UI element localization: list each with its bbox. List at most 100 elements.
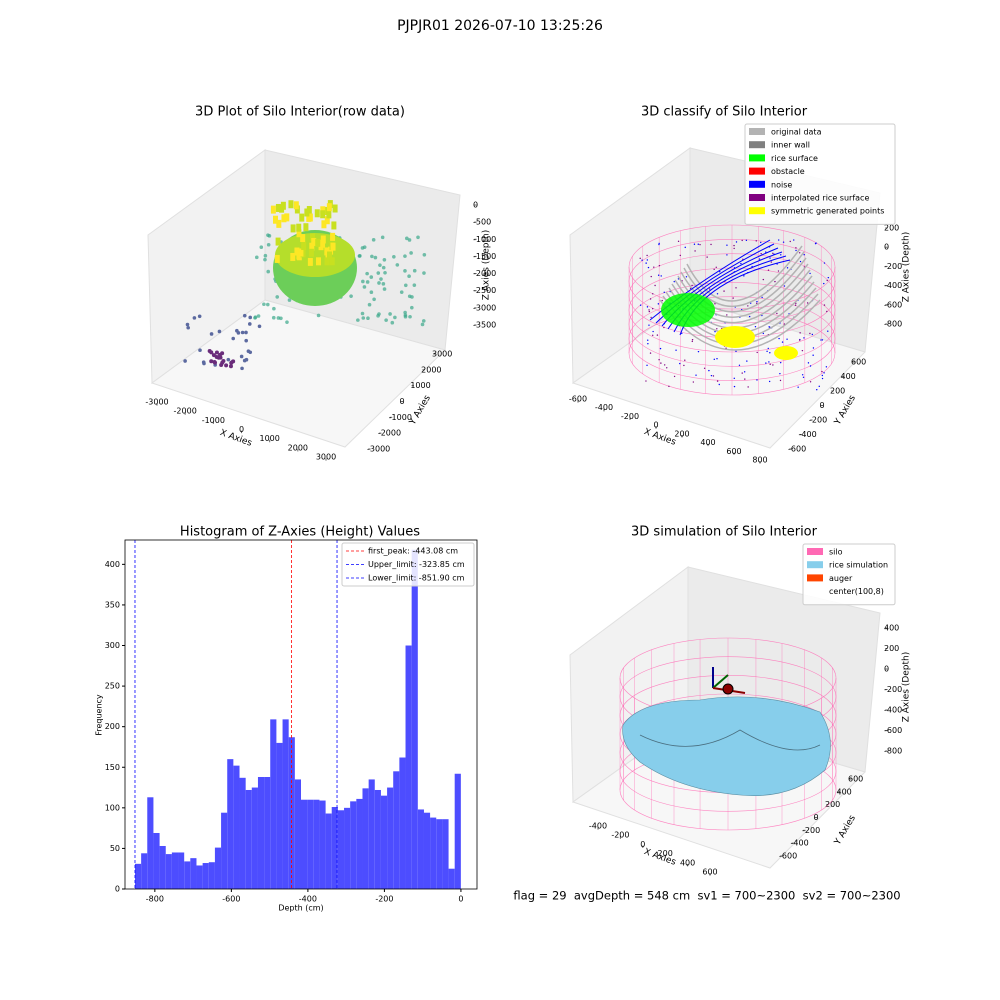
point xyxy=(403,283,408,288)
point xyxy=(733,247,735,250)
point xyxy=(733,377,735,380)
legend-label: silo xyxy=(829,548,843,557)
point xyxy=(246,349,251,354)
point xyxy=(798,252,801,254)
point xyxy=(275,203,281,212)
bar xyxy=(134,863,142,889)
point xyxy=(762,332,765,335)
point xyxy=(823,304,826,306)
point xyxy=(761,296,763,299)
point xyxy=(786,338,788,340)
tick-label: 0 xyxy=(814,813,819,822)
point xyxy=(756,302,758,305)
point xyxy=(186,325,190,330)
point xyxy=(395,263,400,267)
point xyxy=(309,242,315,251)
point xyxy=(691,340,693,343)
legend-swatch xyxy=(807,574,823,582)
tick-label: -600 xyxy=(884,726,902,735)
point xyxy=(733,244,735,247)
point xyxy=(217,329,222,334)
point xyxy=(647,339,649,341)
point xyxy=(769,363,771,366)
point xyxy=(799,339,801,341)
point xyxy=(710,243,712,246)
tick-label: -1000 xyxy=(389,413,412,422)
point xyxy=(716,358,718,360)
point xyxy=(370,254,374,259)
tick-label: -3000 xyxy=(473,303,496,312)
point xyxy=(639,304,642,306)
tick-label: -400 xyxy=(799,430,817,439)
point xyxy=(410,305,414,310)
point xyxy=(380,235,385,240)
point xyxy=(691,284,693,287)
point xyxy=(703,367,706,369)
point xyxy=(324,216,330,225)
legend-swatch xyxy=(749,141,765,149)
point xyxy=(416,235,420,240)
point xyxy=(675,349,677,351)
point xyxy=(266,302,270,307)
point xyxy=(758,258,761,260)
point xyxy=(207,349,212,354)
point xyxy=(407,238,412,242)
point xyxy=(326,210,332,219)
point xyxy=(288,200,294,209)
point xyxy=(820,339,822,341)
legend-label: center(100,8) xyxy=(829,587,884,596)
point xyxy=(645,262,647,264)
legend-label: inner wall xyxy=(771,141,810,150)
point xyxy=(275,295,280,299)
point xyxy=(316,313,321,318)
tick-label: 600 xyxy=(851,358,866,367)
point xyxy=(290,252,296,261)
bar xyxy=(233,765,240,889)
point xyxy=(706,256,708,258)
point xyxy=(769,352,771,354)
point xyxy=(823,372,825,374)
tick-label: -800 xyxy=(884,747,902,756)
point xyxy=(781,341,784,343)
pane xyxy=(571,299,866,449)
point xyxy=(213,360,218,365)
point xyxy=(220,351,225,356)
surface xyxy=(622,696,831,796)
point xyxy=(422,271,426,275)
point xyxy=(646,364,648,367)
point xyxy=(673,280,675,283)
tick-label: -200 xyxy=(884,685,902,694)
z-axis-label: Z Axies (Depth) xyxy=(482,230,492,301)
point xyxy=(783,285,786,287)
point xyxy=(744,378,746,380)
point xyxy=(198,348,202,352)
point xyxy=(403,254,407,258)
point xyxy=(718,383,720,386)
bar xyxy=(276,742,283,889)
chart-title: 3D classify of Silo Interior xyxy=(641,105,808,120)
point xyxy=(274,254,280,263)
tick-label: -200 xyxy=(802,826,820,835)
legend-label: rice simulation xyxy=(829,561,888,570)
point xyxy=(366,316,370,320)
bar xyxy=(362,788,369,889)
point xyxy=(756,300,758,303)
point xyxy=(653,266,655,268)
point xyxy=(649,352,652,354)
bar xyxy=(257,776,265,889)
point xyxy=(641,259,643,261)
point xyxy=(298,248,304,257)
point xyxy=(275,237,281,246)
point xyxy=(821,377,824,380)
point xyxy=(381,265,386,270)
legend-label: Upper_limit: -323.85 cm xyxy=(368,560,465,569)
bar xyxy=(337,810,345,889)
point xyxy=(648,309,650,311)
tick-label: -400 xyxy=(791,839,809,848)
point xyxy=(812,347,815,349)
point xyxy=(650,275,652,278)
point xyxy=(681,332,683,335)
point xyxy=(242,313,247,318)
point xyxy=(257,324,262,329)
point xyxy=(708,288,711,290)
